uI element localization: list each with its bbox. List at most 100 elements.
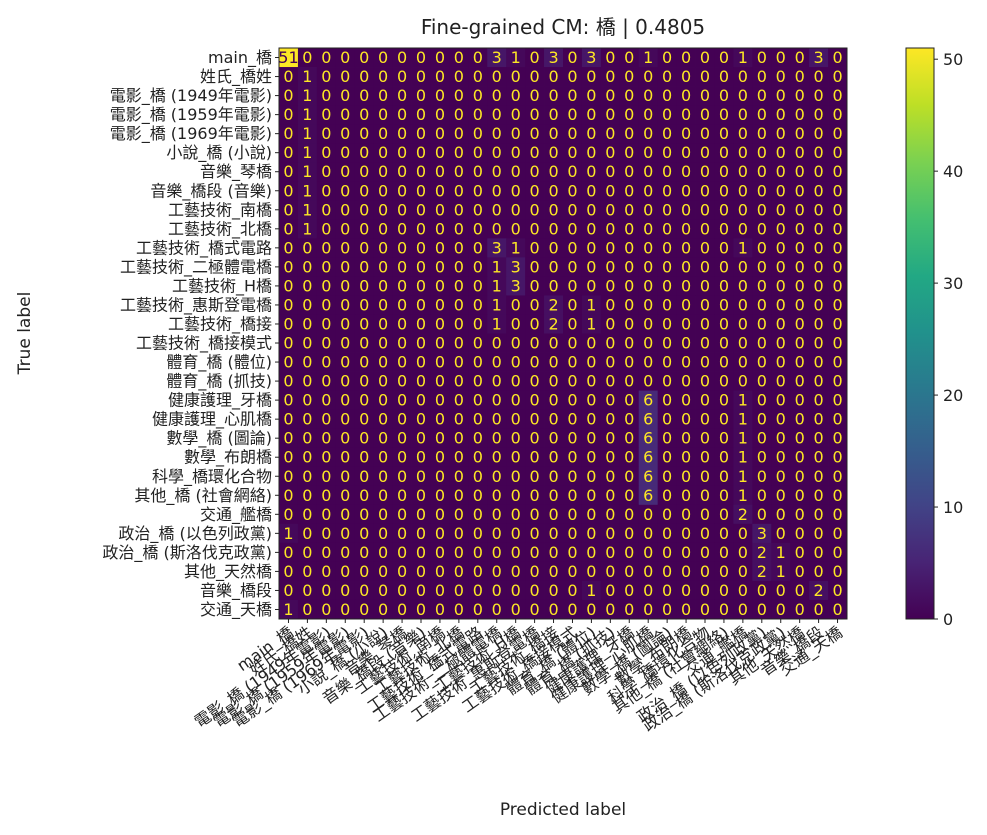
heatmap-cell: [563, 409, 583, 430]
heatmap-cell: [581, 181, 602, 201]
heatmap-cell: [373, 523, 393, 544]
heatmap-cell: [581, 124, 602, 144]
cell-value-label: 0: [548, 276, 558, 295]
cell-value-label: 0: [492, 334, 502, 353]
heatmap-cell: [411, 181, 431, 201]
heatmap-cell: [468, 219, 488, 239]
heatmap-cell: [297, 542, 318, 563]
heatmap-cell: [657, 314, 677, 334]
y-tick-label: 數學_橋 (圖論): [166, 429, 272, 449]
cell-value-label: 0: [662, 448, 672, 467]
y-tick-label: 體育_橋 (體位): [166, 353, 272, 373]
cell-value-label: 0: [473, 524, 483, 543]
y-tick-label: 電影_橋 (1959年電影): [110, 105, 272, 125]
heatmap-cell: [695, 219, 715, 239]
heatmap-cell: [487, 181, 507, 201]
cell-value-label: 0: [492, 505, 502, 524]
cell-value-label: 0: [302, 295, 312, 314]
cell-value-label: 0: [681, 48, 691, 67]
heatmap-cell: [657, 143, 677, 163]
cell-value-label: 0: [719, 372, 729, 391]
heatmap-cell: [695, 542, 715, 563]
heatmap-cell: [335, 143, 356, 163]
heatmap-cell: [392, 390, 412, 411]
cell-value-label: 0: [681, 486, 691, 505]
cell-value-label: 0: [776, 314, 786, 333]
heatmap-cell: [279, 276, 299, 296]
cell-value-label: 0: [624, 600, 634, 619]
cell-value-label: 0: [832, 562, 842, 581]
colorbar-tick-label: 20: [943, 386, 963, 405]
cell-value-label: 0: [624, 353, 634, 372]
y-tick-label: 其他_天然橋: [184, 562, 272, 582]
heatmap-cell: [335, 333, 356, 353]
cell-value-label: 0: [738, 543, 748, 562]
cell-value-label: 0: [719, 238, 729, 257]
cell-value-label: 0: [548, 257, 558, 276]
heatmap-cell: [392, 371, 412, 391]
heatmap-cell: [373, 580, 393, 601]
heatmap-cell: [525, 352, 545, 372]
heatmap-cell: [335, 466, 356, 487]
heatmap-cell: [619, 409, 640, 430]
heatmap-cell: [657, 105, 677, 125]
cell-value-label: 0: [378, 581, 388, 600]
heatmap-cell: [468, 390, 488, 411]
cell-value-label: 0: [567, 314, 577, 333]
heatmap-cell: [392, 238, 412, 258]
cell-value-label: 0: [624, 334, 634, 353]
heatmap-cell: [468, 542, 488, 563]
cell-value-label: 0: [662, 505, 672, 524]
cell-value-label: 0: [397, 48, 407, 67]
heatmap-cell: [809, 105, 829, 125]
cell-value-label: 0: [378, 372, 388, 391]
heatmap-cell: [790, 67, 810, 87]
cell-value-label: 0: [605, 334, 615, 353]
heatmap-cell: [544, 485, 564, 506]
cell-value-label: 0: [586, 200, 596, 219]
heatmap-cell: [600, 48, 621, 68]
cell-value-label: 0: [416, 467, 426, 486]
heatmap-cell: [809, 181, 829, 201]
cell-value-label: 0: [624, 181, 634, 200]
cell-value-label: 0: [662, 486, 672, 505]
cell-value-label: 0: [548, 429, 558, 448]
heatmap-cell: [506, 257, 526, 277]
heatmap-cell: [316, 257, 337, 277]
heatmap-cell: [487, 523, 507, 544]
heatmap-cell: [828, 409, 848, 430]
heatmap-cell: [733, 504, 753, 525]
cell-value-label: 0: [530, 372, 540, 391]
cell-value-label: 0: [567, 86, 577, 105]
heatmap-cell: [449, 409, 469, 430]
heatmap-cell: [695, 143, 715, 163]
cell-value-label: 0: [454, 200, 464, 219]
cell-value-label: 0: [700, 314, 710, 333]
heatmap-cell: [581, 67, 602, 87]
cell-value-label: 0: [397, 562, 407, 581]
cell-value-label: 0: [416, 238, 426, 257]
heatmap-cell: [676, 238, 696, 258]
cell-value-label: 0: [624, 86, 634, 105]
cell-value-label: 0: [605, 429, 615, 448]
cell-value-label: 0: [416, 600, 426, 619]
heatmap-cell: [354, 409, 375, 430]
cell-value-label: 0: [435, 162, 445, 181]
cell-value-label: 0: [738, 257, 748, 276]
cell-value-label: 0: [378, 219, 388, 238]
cell-value-label: 0: [473, 581, 483, 600]
cell-value-label: 0: [530, 505, 540, 524]
cell-value-label: 0: [795, 524, 805, 543]
cell-value-label: 0: [567, 391, 577, 410]
cell-value-label: 0: [738, 334, 748, 353]
heatmap-cell: [487, 447, 507, 468]
cell-value-label: 0: [795, 505, 805, 524]
cell-value-label: 0: [738, 562, 748, 581]
heatmap-cell: [316, 181, 337, 201]
cell-value-label: 0: [378, 505, 388, 524]
heatmap-cell: [430, 162, 450, 182]
heatmap-cell: [373, 428, 393, 449]
cell-value-label: 0: [283, 105, 293, 124]
cell-value-label: 0: [454, 295, 464, 314]
heatmap-cell: [695, 238, 715, 258]
